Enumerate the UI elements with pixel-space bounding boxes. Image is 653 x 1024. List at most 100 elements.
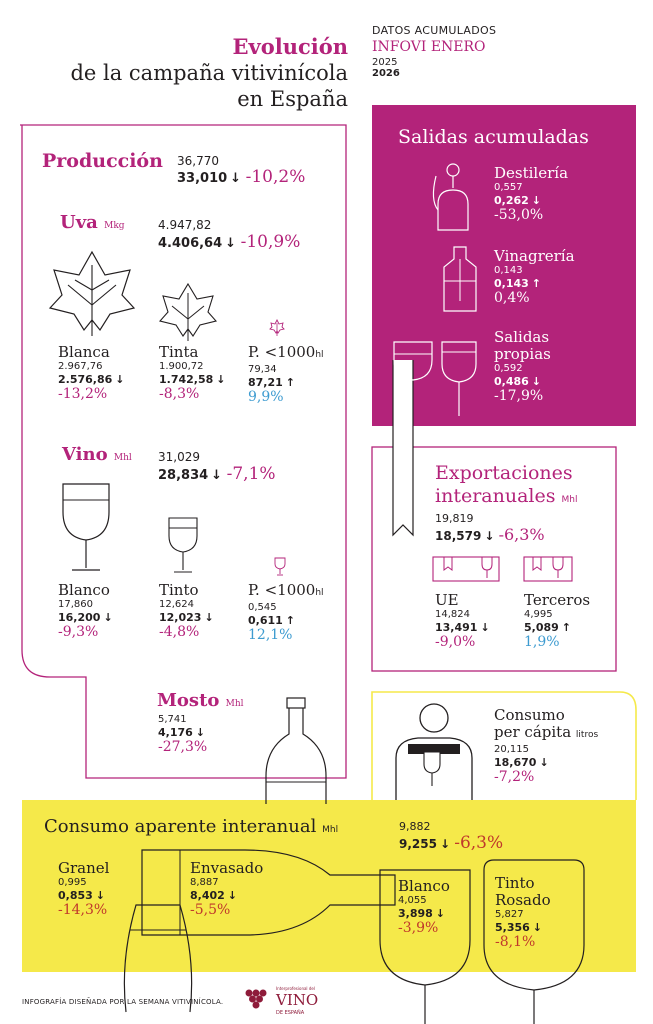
salidas-destileria: Destilería 0,557 0,262 ↓ -53,0% [494,165,568,224]
vino-espana-logo: Interprofesional del VINO DE ESPAÑA [244,984,324,1020]
vino-change: -7,1% [226,464,276,484]
vino-tinto-curr: 12,023 [159,611,202,624]
uva-blanca-curr: 2.576,86 [58,373,113,386]
uva-blanca-prev: 2.967,76 [58,361,103,372]
consumo-blanco-curr: 3,898 [398,907,433,920]
arrow-down-icon: ↓ [531,194,542,207]
arrow-down-icon: ↓ [103,611,113,624]
vino-blanco-change: -9,3% [58,624,99,640]
produccion-curr: 33,010 [177,171,228,186]
destileria-curr: 0,262 [494,194,529,207]
wine-box-ue-icon [432,556,500,582]
grape-leaf-large-icon [48,250,136,336]
arrow-down-icon: ↓ [115,373,125,386]
consumo-tinto: Tinto Rosado 5,827 5,356 ↓ -8,1% [495,875,551,951]
produccion-values: 36,770 33,010 ↓ -10,2% [177,155,305,187]
consumo-tinto-label-2: Rosado [495,891,551,909]
mosto-label-text: Mosto [157,690,220,711]
consumo-tinto-curr: 5,356 [495,921,530,934]
uva-pequena-change: 9,9% [248,389,284,405]
arrow-down-icon: ↓ [531,375,542,388]
distillery-icon [432,163,469,231]
arrow-down-icon: ↓ [211,468,223,483]
exportaciones-prev: 19,819 [435,512,474,525]
propias-change: -17,9% [494,388,544,404]
arrow-down-icon: ↓ [216,373,226,386]
vinagreria-prev: 0,143 [494,265,523,276]
grape-leaf-small-icon [269,318,285,336]
page-title: Evolución de la campaña vitivinícola en … [10,34,348,112]
vino-pequena-change: 12,1% [248,627,293,643]
vino-pequena-label: P. <1000 [248,581,316,599]
mosto-curr: 4,176 [158,726,193,739]
exportaciones-unit: Mhl [561,495,578,505]
wine-box-terceros-icon [523,556,573,582]
vino-values: 31,029 28,834 ↓ -7,1% [158,450,276,484]
consumo-blanco-change: -3,9% [398,920,439,936]
granel-prev: 0,995 [58,877,87,888]
vino-unit: Mhl [113,453,132,463]
arrow-down-icon: ↓ [532,921,543,934]
title-line3: en España [237,87,348,111]
vino-prev: 31,029 [158,450,200,464]
terceros-curr: 5,089 [524,621,559,634]
wine-glass-small-icon [274,557,286,576]
uva-pequena-label: P. <1000 [248,343,316,361]
consumo-pc-prev: 20,115 [494,744,529,755]
footer-credit: INFOGRAFÍA DISEÑADA POR LA SEMANA VITIVI… [22,998,224,1006]
consumo-pc-label-2: per cápita [494,723,572,741]
uva-tinta-curr: 1.742,58 [159,373,214,386]
uva-values: 4.947,82 4.406,64 ↓ -10,9% [158,218,300,252]
ue-label: UE [435,591,459,609]
salidas-vinagreria: Vinagrería 0,143 0,143 ↑ 0,4% [494,248,575,307]
consumo-aparente-values: 9,882 9,255 ↓ -6,3% [399,820,503,853]
exportaciones-change: -6,3% [498,525,545,544]
uva-tinta: Tinta 1.900,72 1.742,58 ↓ -8,3% [159,344,226,403]
vino-tinto: Tinto 12,624 12,023 ↓ -4,8% [159,582,214,641]
logo-sub-text: DE ESPAÑA [276,1010,305,1016]
terceros-label: Terceros [524,591,591,609]
consumo-granel: Granel 0,995 0,853 ↓ -14,3% [58,860,109,919]
envasado-prev: 8,887 [190,877,219,888]
glasses-icon [393,341,477,416]
uva-blanca-change: -13,2% [58,386,108,402]
consumo-aparente-unit: Mhl [322,825,339,835]
uva-pequena-curr: 87,21 [248,376,283,389]
year-curr: 2026 [372,68,400,79]
mosto-prev: 5,741 [158,714,187,725]
vino-pequena: P. <1000hl 0,545 0,611 ↑ 12,1% [248,582,324,644]
uva-blanca-label: Blanca [58,343,110,361]
consumo-blanco-prev: 4,055 [398,895,427,906]
arrow-down-icon: ↓ [439,837,451,851]
envasado-label: Envasado [190,859,264,877]
destileria-prev: 0,557 [494,182,523,193]
uva-curr: 4.406,64 [158,236,223,251]
uva-label-text: Uva [60,212,98,233]
consumo-blanco-label: Blanco [398,877,450,895]
mosto-label: Mosto Mhl [157,690,244,711]
arrow-down-icon: ↓ [480,621,490,634]
uva-change: -10,9% [240,232,301,252]
arrow-down-icon: ↓ [435,907,446,920]
produccion-label: Producción [42,150,163,172]
exportaciones-title-1: Exportaciones [435,462,573,484]
wine-glass-medium-icon [168,517,198,573]
vino-pequena-unit: hl [315,588,324,598]
granel-curr: 0,853 [58,889,93,902]
salidas-panel [372,105,636,426]
source-label: INFOVI ENERO [372,39,486,55]
vino-pequena-curr: 0,611 [248,614,283,627]
bottle-icon [265,697,327,804]
arrow-up-icon: ↑ [531,277,542,290]
arrow-down-icon: ↓ [230,171,242,186]
grapes-logo-icon [245,989,267,1009]
consumo-aparente-change: -6,3% [454,833,504,853]
propias-prev: 0,592 [494,363,523,374]
mosto-values: 5,741 4,176 ↓ -27,3% [158,714,207,756]
consumo-aparente-title-text: Consumo aparente interanual [44,816,317,837]
vino-blanco-prev: 17,860 [58,599,93,610]
person-with-glass-icon [395,703,473,800]
granel-change: -14,3% [58,902,108,918]
